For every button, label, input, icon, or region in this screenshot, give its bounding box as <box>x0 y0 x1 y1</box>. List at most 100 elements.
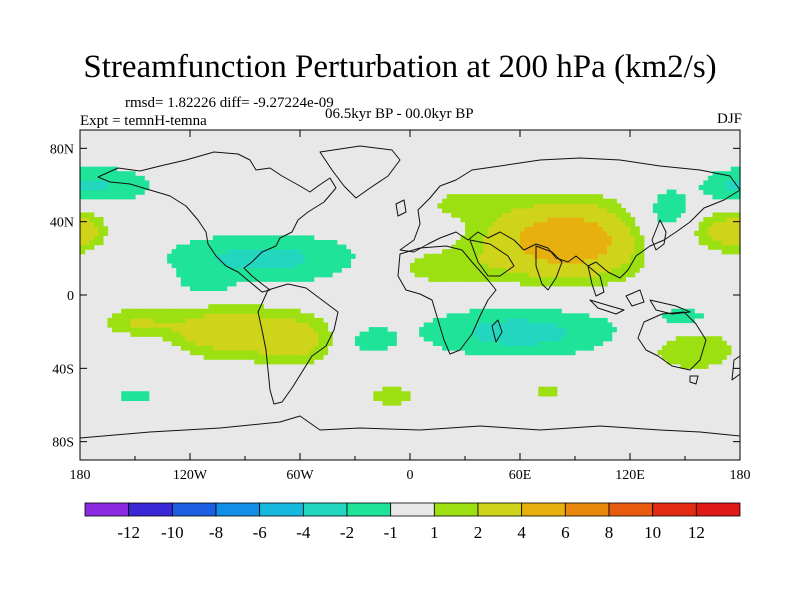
field-cell <box>552 327 558 333</box>
field-cell <box>423 267 429 273</box>
field-cell <box>707 235 714 241</box>
field-cell <box>332 249 338 255</box>
field-cell <box>721 354 727 360</box>
field-cell <box>689 313 695 319</box>
colorbar-swatch <box>128 502 173 517</box>
field-cell <box>217 336 223 342</box>
field-cell <box>254 258 260 264</box>
field-cell <box>144 185 150 191</box>
field-cell <box>240 336 246 342</box>
field-cell <box>327 262 333 269</box>
field-cell <box>405 395 411 402</box>
field-cell <box>542 391 549 397</box>
field-cell <box>542 230 549 237</box>
field-cell <box>194 308 200 314</box>
field-cell <box>542 221 549 227</box>
field-cell <box>442 336 448 342</box>
field-cell <box>460 267 466 273</box>
field-cell <box>652 207 659 214</box>
field-cell <box>212 313 219 319</box>
field-cell <box>327 253 333 259</box>
field-cell <box>428 267 434 273</box>
field-cell <box>483 217 489 223</box>
field-cell <box>318 258 324 264</box>
field-cell <box>442 327 448 333</box>
field-cell <box>712 217 718 223</box>
field-cell <box>575 331 581 337</box>
field-cell <box>630 262 636 269</box>
colorbar-label: -12 <box>117 523 140 542</box>
field-cell <box>575 198 581 204</box>
field-cell <box>240 345 246 351</box>
field-cell <box>304 240 310 246</box>
field-cell <box>267 267 274 273</box>
field-cell <box>89 185 95 191</box>
field-cell <box>469 345 475 351</box>
field-cell <box>171 313 177 319</box>
field-cell <box>556 203 562 209</box>
field-cell <box>611 221 617 227</box>
field-cell <box>730 226 737 232</box>
field-cell <box>602 221 608 227</box>
field-cell <box>460 345 466 351</box>
field-cell <box>529 249 535 255</box>
field-cell <box>116 189 122 195</box>
field-cell <box>735 230 741 237</box>
field-cell <box>547 350 553 356</box>
field-cell <box>666 313 672 319</box>
field-cell <box>707 180 714 186</box>
field-cell <box>235 244 242 250</box>
field-cell <box>121 308 127 314</box>
field-cell <box>520 235 526 241</box>
field-cell <box>240 258 246 264</box>
field-cell <box>506 249 512 255</box>
field-cell <box>217 313 223 319</box>
field-cell <box>212 340 219 347</box>
field-cell <box>295 276 301 282</box>
field-cell <box>616 203 622 209</box>
field-cell <box>735 249 741 255</box>
field-cell <box>112 185 118 191</box>
field-cell <box>506 322 512 328</box>
field-cell <box>341 253 347 259</box>
field-cell <box>336 258 342 264</box>
field-cell <box>620 235 627 241</box>
field-cell <box>707 221 714 227</box>
field-cell <box>712 244 718 250</box>
field-cell <box>542 235 549 241</box>
field-cell <box>300 336 306 342</box>
field-cell <box>492 253 498 259</box>
field-cell <box>332 267 338 273</box>
field-cell <box>483 212 489 218</box>
field-cell <box>130 185 136 191</box>
field-cell <box>194 340 200 347</box>
field-cell <box>497 327 503 333</box>
field-cell <box>387 336 393 342</box>
field-cell <box>185 345 191 351</box>
field-cell <box>199 262 205 269</box>
field-cell <box>630 226 636 232</box>
field-cell <box>506 244 512 250</box>
field-cell <box>497 221 503 227</box>
field-cell <box>203 313 209 319</box>
field-cell <box>222 244 228 250</box>
y-tick-label: 40N <box>50 216 74 231</box>
field-cell <box>190 327 196 333</box>
field-cell <box>730 180 737 186</box>
field-cell <box>616 253 622 259</box>
field-cell <box>469 212 475 218</box>
field-cell <box>671 354 677 360</box>
field-cell <box>185 267 191 273</box>
field-cell <box>199 253 205 259</box>
field-cell <box>510 244 517 250</box>
field-cell <box>322 331 329 337</box>
field-cell <box>620 221 627 227</box>
field-cell <box>290 350 297 356</box>
field-cell <box>217 285 223 292</box>
field-cell <box>240 354 246 360</box>
field-cell <box>373 345 379 351</box>
field-cell <box>93 185 99 191</box>
field-cell <box>717 244 723 250</box>
field-cell <box>515 244 521 250</box>
field-cell <box>529 322 535 328</box>
